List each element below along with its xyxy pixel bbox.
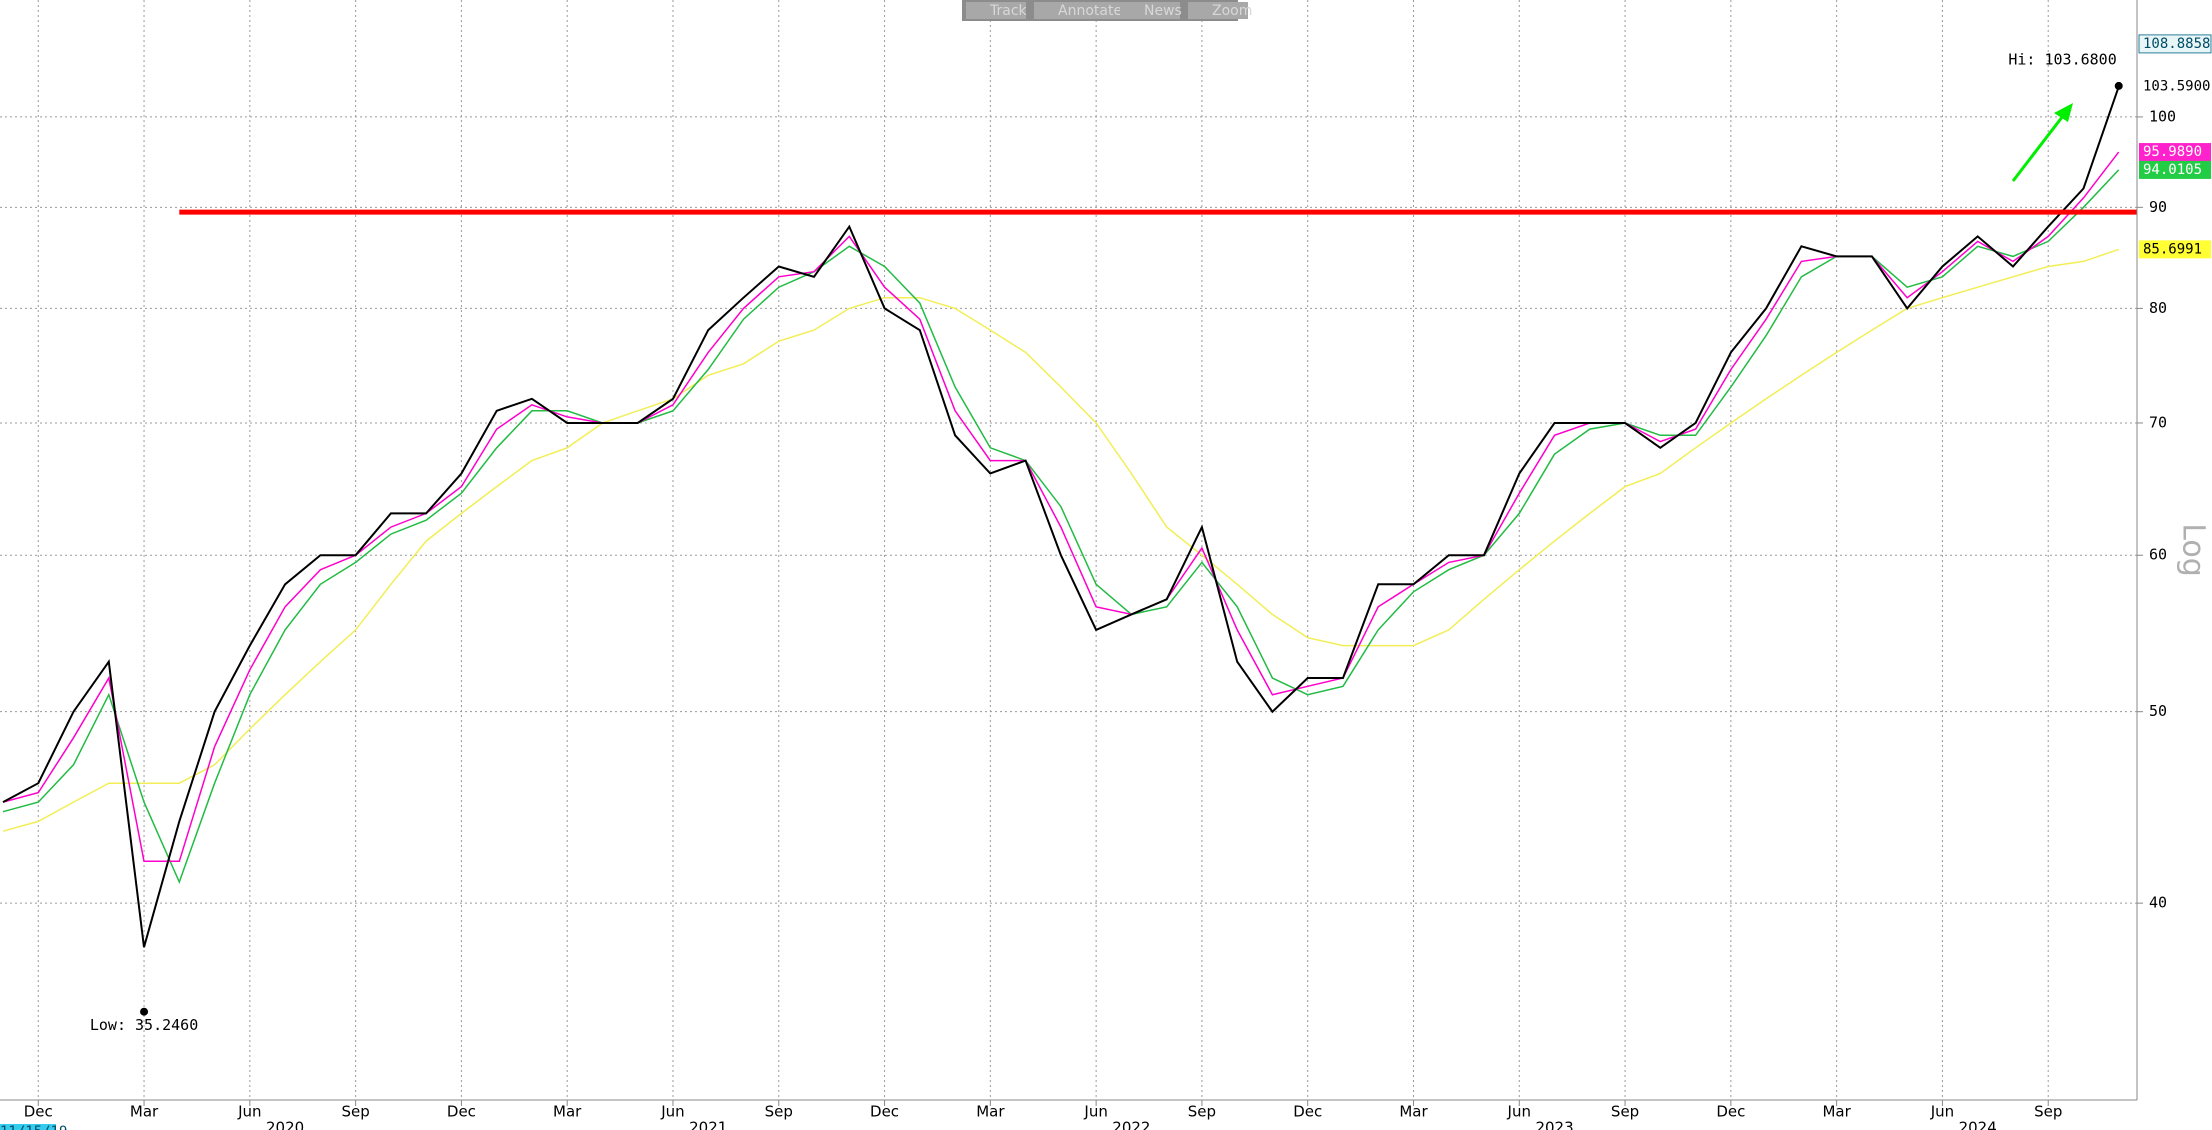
start-date-tag xyxy=(0,1124,56,1130)
value-tag xyxy=(2138,34,2212,54)
axes: 40 50 60 70 80 90 100 Dec Mar Jun Sep Dec Mar Jun Sep D… xyxy=(0,34,2212,1130)
value-tag-label: 103.5900 xyxy=(2143,79,2210,95)
year-label: 2022 xyxy=(1112,1119,1150,1130)
x-tick-label: Dec xyxy=(1716,1103,1745,1121)
toolbar-button-label[interactable]: Annotate xyxy=(1058,3,1122,19)
x-tick-label: Mar xyxy=(130,1103,159,1121)
toolbar-button[interactable] xyxy=(1188,2,1248,19)
value-tag-label: 95.9890 xyxy=(2143,144,2202,160)
y-tick-label: 90 xyxy=(2149,198,2167,216)
toolbar-button-label[interactable]: Zoom xyxy=(1212,3,1252,19)
x-tick-label: Dec xyxy=(447,1103,476,1121)
bottom-axis-area xyxy=(0,1100,2137,1130)
trend-arrow xyxy=(2011,111,2068,182)
high-point xyxy=(2114,81,2123,90)
x-tick-label: Jun xyxy=(1507,1103,1531,1121)
x-tick-label: Mar xyxy=(1399,1103,1428,1121)
x-tick-label: Sep xyxy=(1611,1103,1639,1121)
toolbar-button[interactable] xyxy=(966,2,1026,19)
y-tick-label: 100 xyxy=(2149,107,2176,125)
toolbar-button[interactable] xyxy=(1120,2,1180,19)
value-tag-label: 94.0105 xyxy=(2143,162,2202,178)
value-tag-label: 108.8858 xyxy=(2143,36,2210,52)
year-label: 2023 xyxy=(1535,1119,1573,1130)
y-tick-label: 60 xyxy=(2149,546,2167,564)
value-tag xyxy=(2139,240,2211,259)
x-tick-label: Sep xyxy=(341,1103,369,1121)
value-tag-label: 85.6991 xyxy=(2143,241,2202,257)
scale-label: Log xyxy=(2176,523,2211,577)
series-line xyxy=(2,169,2120,885)
x-tick-label: Jun xyxy=(1083,1103,1107,1121)
x-tick-label: Sep xyxy=(1188,1103,1216,1121)
high-label: Hi: 103.6800 xyxy=(2008,50,2116,68)
y-tick-label: 40 xyxy=(2149,894,2167,912)
year-label: 2020 xyxy=(266,1119,304,1130)
x-tick-label: Mar xyxy=(1822,1103,1851,1121)
x-tick-label: Jun xyxy=(660,1103,684,1121)
toolbar-button-label[interactable]: Track xyxy=(989,3,1028,19)
year-label: 2024 xyxy=(1959,1119,1997,1130)
x-tick-label: Dec xyxy=(1293,1103,1322,1121)
x-tick-label: Mar xyxy=(553,1103,582,1121)
x-tick-label: Sep xyxy=(765,1103,793,1121)
y-tick-label: 70 xyxy=(2149,413,2167,431)
x-tick-label: Mar xyxy=(976,1103,1005,1121)
value-tag xyxy=(2139,160,2211,179)
x-tick-label: Jun xyxy=(237,1103,261,1121)
toolbar: Track Annotate News Zoom xyxy=(962,0,1252,21)
value-tag xyxy=(2139,143,2211,162)
toolbar-button-label[interactable]: News xyxy=(1144,3,1182,19)
annotations: Hi: 103.6800 Low: 35.2460 xyxy=(90,50,2137,1034)
y-tick-label: 80 xyxy=(2149,299,2167,317)
right-axis-area xyxy=(2137,0,2212,1100)
low-label: Low: 35.2460 xyxy=(90,1016,198,1034)
start-date-label: 11/15/19 xyxy=(0,1124,67,1130)
x-tick-label: Jun xyxy=(1930,1103,1954,1121)
trend-arrow-head xyxy=(2054,103,2073,122)
series-lines xyxy=(2,86,2120,948)
value-tag xyxy=(2139,77,2211,96)
series-line xyxy=(2,248,2119,832)
series-line xyxy=(2,86,2120,948)
year-label: 2021 xyxy=(689,1119,727,1130)
low-point xyxy=(140,1007,149,1016)
toolbar-button[interactable] xyxy=(1034,2,1120,19)
y-tick-label: 50 xyxy=(2149,702,2167,720)
x-tick-label: Dec xyxy=(24,1103,53,1121)
x-tick-label: Sep xyxy=(2034,1103,2062,1121)
x-tick-label: Dec xyxy=(870,1103,899,1121)
